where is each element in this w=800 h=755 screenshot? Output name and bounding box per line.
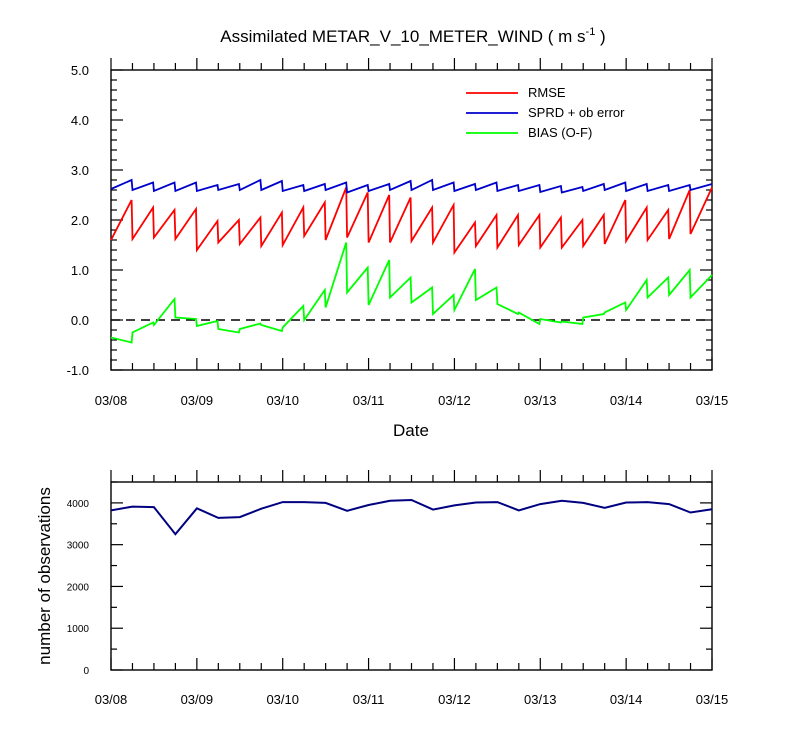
x-tick-label: 03/11 bbox=[353, 393, 385, 408]
x-tick-label: 03/13 bbox=[524, 393, 557, 408]
x-tick-label: 03/10 bbox=[266, 393, 299, 408]
y-tick-label: -1.0 bbox=[67, 363, 89, 378]
series-line-1 bbox=[110, 178, 713, 194]
y-tick-label: 0.0 bbox=[71, 313, 89, 328]
y-tick-label: 1.0 bbox=[71, 263, 89, 278]
x-tick-label: 03/12 bbox=[438, 393, 471, 408]
top-plot-tick-labels: 03/08 03/09 03/10 03/11 03/12 03/13 03/14 03/15… bbox=[67, 63, 729, 408]
x-tick-label: 03/14 bbox=[610, 692, 643, 707]
chart-title: Assimilated METAR_V_10_METER_WIND ( m s-… bbox=[220, 26, 605, 46]
x-tick-label: 03/14 bbox=[610, 393, 643, 408]
legend: RMSE SPRD + ob error BIAS (O-F) bbox=[466, 85, 625, 140]
x-tick-label: 03/12 bbox=[438, 692, 471, 707]
x-tick-label: 03/08 bbox=[95, 692, 128, 707]
top-plot-ticks bbox=[110, 58, 713, 371]
x-tick-label: 03/08 bbox=[95, 393, 128, 408]
x-tick-label: 03/09 bbox=[181, 393, 214, 408]
y-tick-label: 1000 bbox=[67, 624, 90, 635]
bottom-plot-ticks bbox=[110, 470, 713, 671]
y-tick-label: 2000 bbox=[67, 582, 90, 593]
y-tick-label: 0 bbox=[83, 666, 89, 677]
y-tick-label: 4000 bbox=[67, 499, 90, 510]
x-tick-label: 03/10 bbox=[266, 692, 299, 707]
y-axis-label: number of observations bbox=[35, 487, 54, 665]
observations-line bbox=[110, 498, 713, 536]
bottom-plot-series bbox=[110, 498, 713, 536]
x-tick-label: 03/13 bbox=[524, 692, 557, 707]
legend-label: SPRD + ob error bbox=[528, 105, 625, 120]
x-tick-label: 03/15 bbox=[696, 393, 729, 408]
y-tick-label: 3.0 bbox=[71, 163, 89, 178]
title-superscript: -1 bbox=[586, 26, 596, 38]
x-axis-label: Date bbox=[393, 421, 429, 440]
y-tick-label: 4.0 bbox=[71, 113, 89, 128]
x-tick-label: 03/15 bbox=[696, 692, 729, 707]
legend-label: RMSE bbox=[528, 85, 566, 100]
top-plot-series bbox=[110, 178, 713, 344]
series-line-0 bbox=[110, 187, 713, 256]
title-end: ) bbox=[595, 27, 605, 46]
bottom-plot-tick-labels: 03/08 03/09 03/10 03/11 03/12 03/13 03/14 03/15… bbox=[67, 499, 729, 707]
x-tick-label: 03/09 bbox=[181, 692, 214, 707]
y-tick-label: 2.0 bbox=[71, 213, 89, 228]
y-tick-label: 5.0 bbox=[71, 63, 89, 78]
legend-label: BIAS (O-F) bbox=[528, 125, 592, 140]
series-line-2 bbox=[110, 242, 713, 344]
x-tick-label: 03/11 bbox=[353, 692, 385, 707]
y-tick-label: 3000 bbox=[67, 541, 90, 552]
